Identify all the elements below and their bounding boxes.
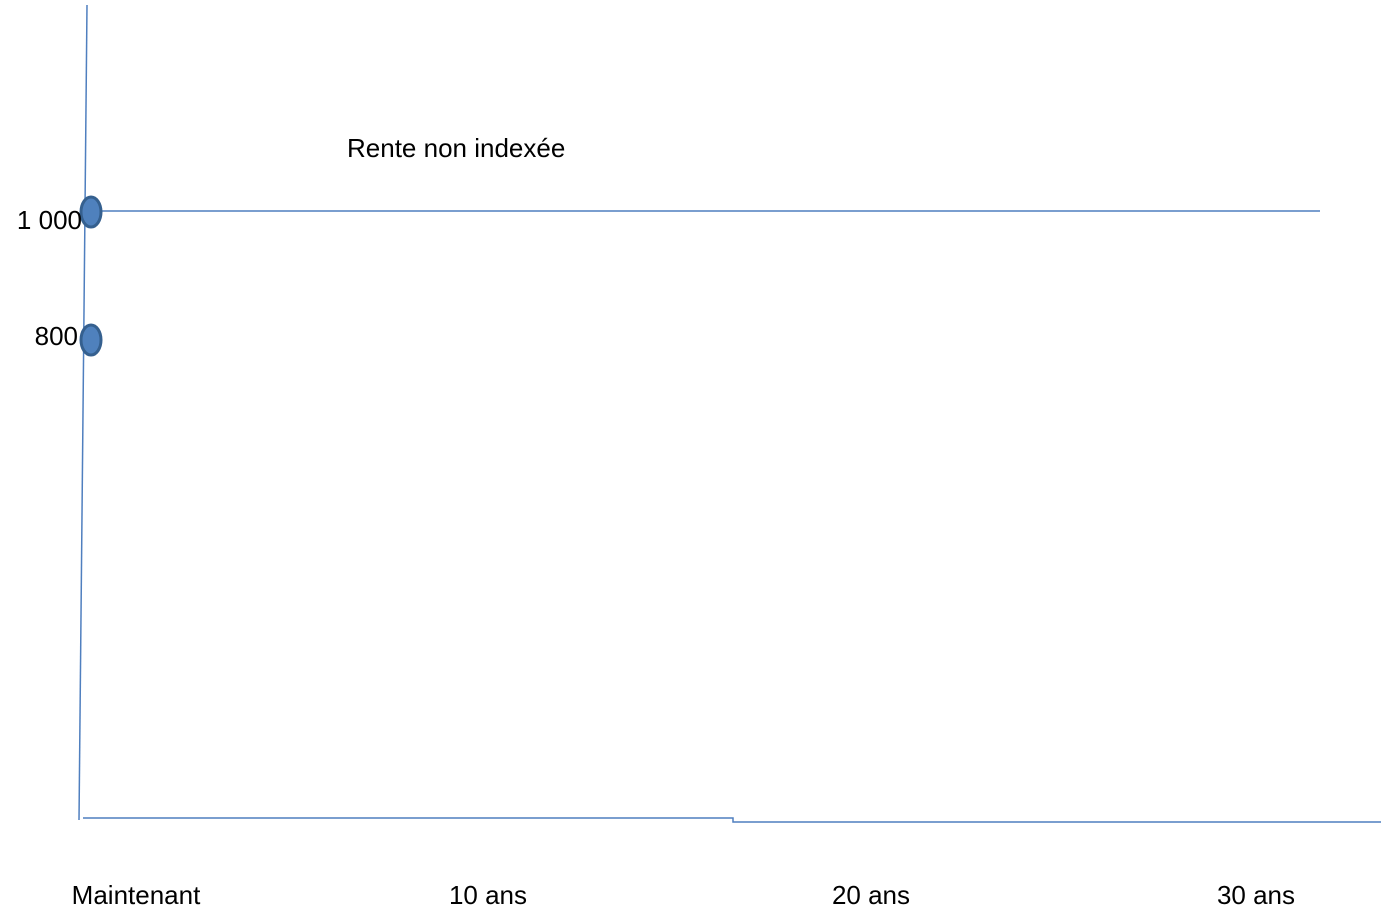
x-axis [83,817,1381,823]
y-label: 800 [35,321,78,351]
point-1000 [79,195,103,229]
x-label: 30 ans [1217,880,1295,910]
y-axis [78,4,88,821]
y-label: 1 000 [17,205,82,235]
annotation: Rente non indexée [347,133,565,163]
point-800 [79,323,103,357]
x-label: Maintenant [72,880,201,910]
x-label: 10 ans [449,880,527,910]
x-label: 20 ans [832,880,910,910]
